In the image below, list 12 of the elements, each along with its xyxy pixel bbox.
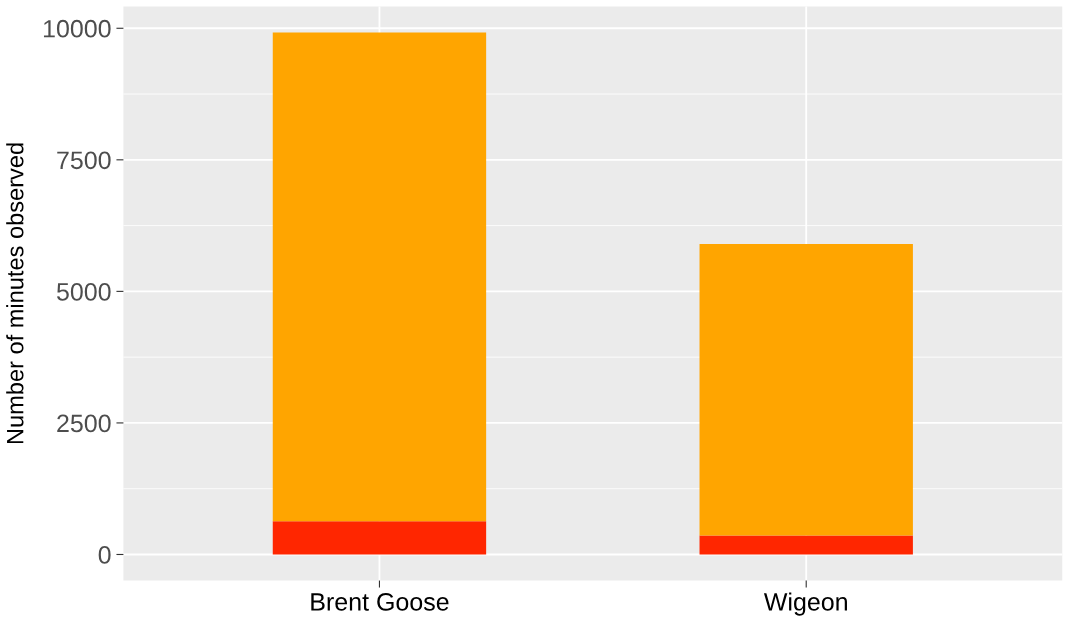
bar	[699, 244, 913, 536]
y-tick-label: 10000	[43, 19, 111, 38]
y-tick-label: 0	[98, 546, 111, 564]
bar	[272, 32, 487, 522]
bar	[699, 535, 913, 555]
y-tick-label: 5000	[56, 282, 111, 301]
x-tick-label: Wigeon	[763, 592, 847, 616]
y-tick-label: 7500	[57, 151, 111, 170]
x-tick-label: Brent Goose	[311, 593, 449, 611]
y-tick-label: 2500	[57, 414, 111, 433]
bar	[272, 521, 487, 555]
y-axis-title: Number of minutes observed	[6, 143, 24, 444]
